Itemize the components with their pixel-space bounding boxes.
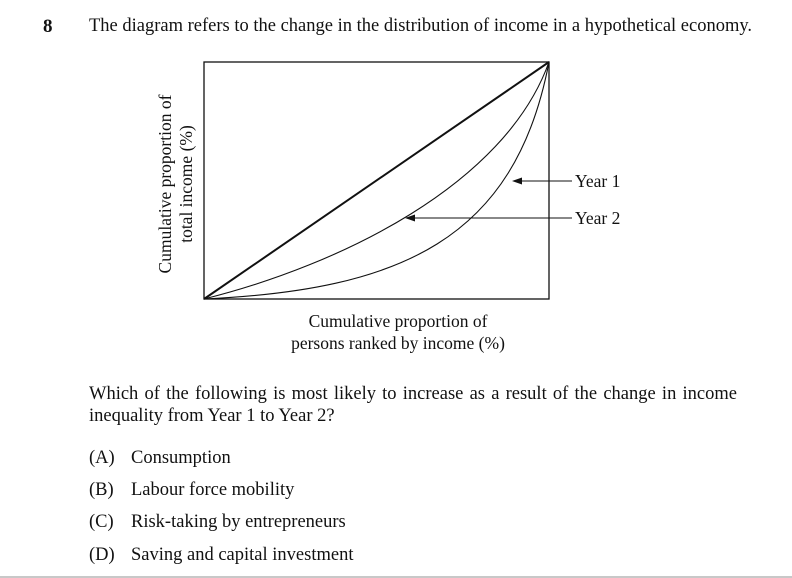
x-axis-label: Cumulative proportion of persons ranked … [270, 310, 526, 354]
line-of-equality [203, 61, 550, 300]
x-axis-label-line-1: Cumulative proportion of [308, 311, 488, 331]
year-2-label: Year 2 [575, 208, 620, 228]
year-2-arrowhead [405, 214, 415, 222]
option-letter: (A) [89, 448, 115, 468]
bottom-divider [0, 576, 792, 578]
option-text: Consumption [131, 448, 231, 468]
question-prompt: Which of the following is most likely to… [89, 384, 737, 426]
question-number: 8 [43, 16, 53, 37]
year-1-label: Year 1 [575, 171, 620, 191]
option-letter: (C) [89, 512, 114, 532]
option-text: Saving and capital investment [131, 545, 354, 565]
option-letter: (D) [89, 545, 115, 565]
question-stem: The diagram refers to the change in the … [89, 16, 753, 36]
option-c[interactable]: (C) Risk-taking by entrepreneurs [89, 512, 346, 533]
lorenz-curve-year-1 [203, 61, 550, 300]
option-text: Risk-taking by entrepreneurs [131, 512, 346, 532]
year-1-arrowhead [512, 177, 522, 185]
y-axis-label-line-2: total income (%) [176, 125, 196, 243]
option-b[interactable]: (B) Labour force mobility [89, 480, 294, 501]
x-axis-label-line-2: persons ranked by income (%) [291, 333, 505, 353]
option-d[interactable]: (D) Saving and capital investment [89, 545, 353, 566]
option-text: Labour force mobility [131, 480, 295, 500]
option-a[interactable]: (A) Consumption [89, 448, 231, 469]
lorenz-curve-year-2 [203, 61, 550, 300]
option-letter: (B) [89, 480, 114, 500]
y-axis-label-line-1: Cumulative proportion of [155, 94, 175, 273]
